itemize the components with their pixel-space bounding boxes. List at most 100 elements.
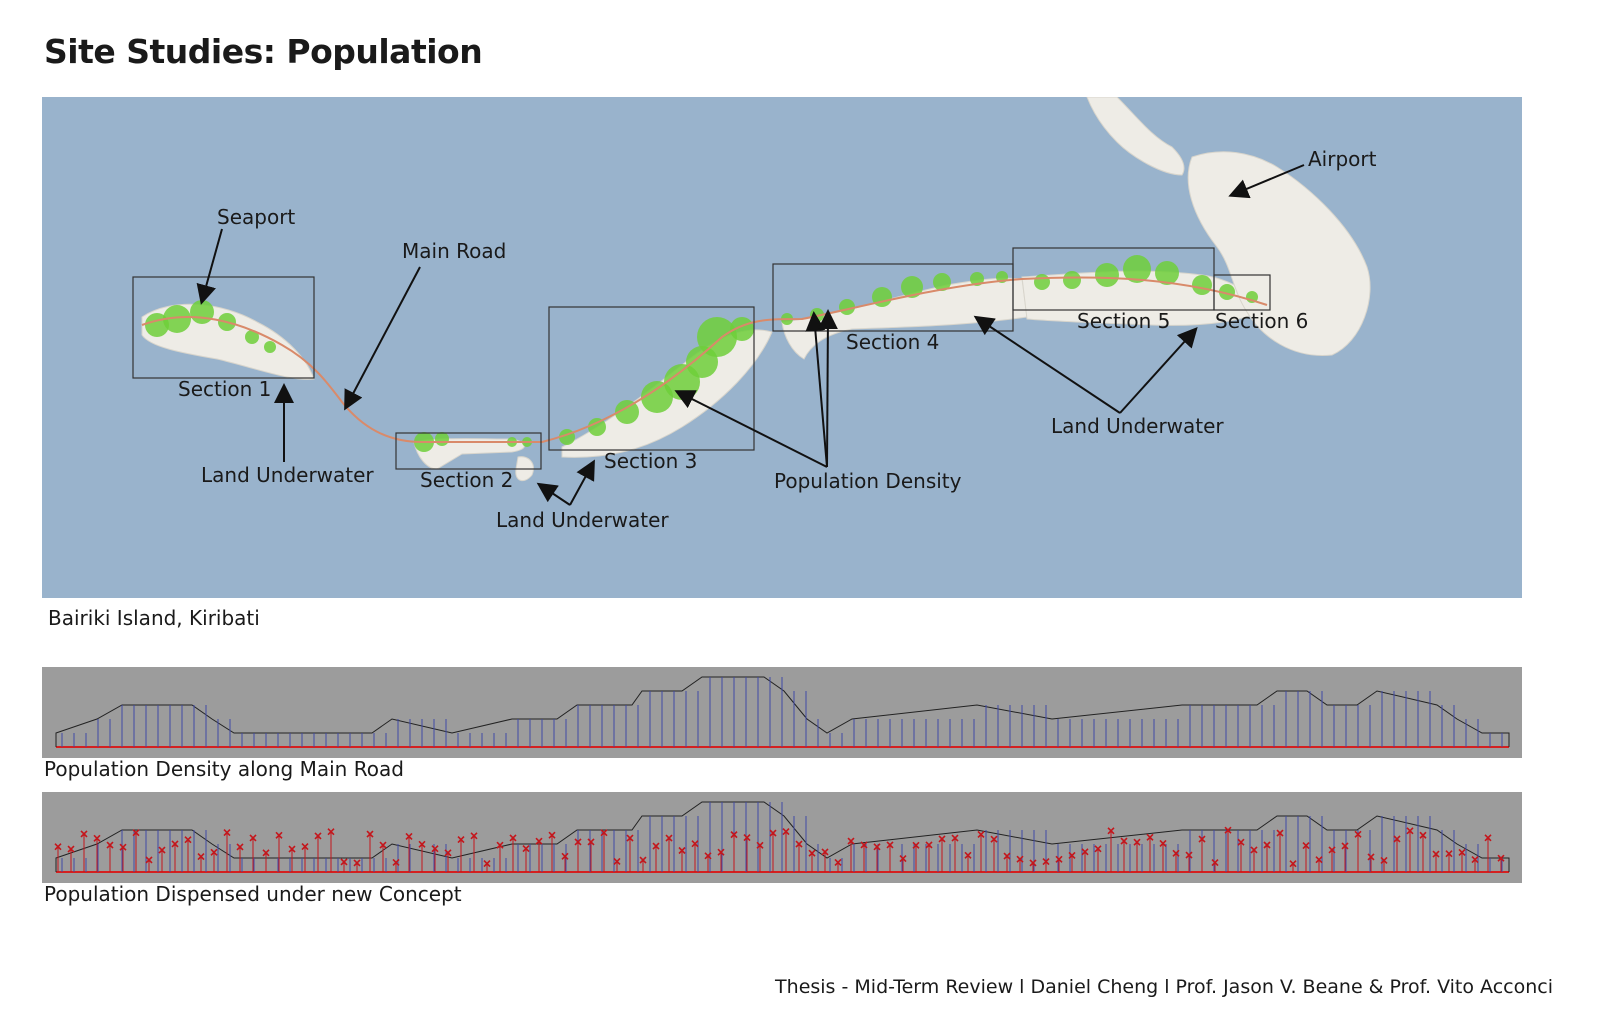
land-airport (1187, 151, 1371, 356)
dispensed-marker (509, 834, 517, 842)
dispensed-marker (886, 841, 894, 849)
dispensed-marker (977, 830, 985, 839)
dispensed-marker (1107, 827, 1115, 835)
dispensed-marker (288, 845, 296, 853)
dispensed-marker (392, 858, 400, 867)
dispensed-marker (795, 840, 803, 848)
dispensed-marker (1055, 855, 1063, 863)
dispensed-marker (1146, 833, 1154, 841)
dispensed-marker (379, 841, 387, 849)
main-road-line (141, 276, 1268, 443)
label-airport: Airport (1308, 147, 1377, 171)
dispensed-marker (1380, 856, 1388, 865)
dispensed-marker (522, 845, 530, 853)
site-map: Seaport Main Road Airport Section 1 Sect… (42, 97, 1522, 598)
footer-credits: Thesis - Mid-Term Review l Daniel Cheng … (775, 976, 1553, 998)
dispensed-marker (782, 828, 790, 836)
dispensed-marker (171, 840, 179, 848)
dispensed-marker (717, 848, 725, 856)
label-population-density: Population Density (774, 469, 962, 493)
dispensed-marker (275, 831, 283, 839)
dispensed-marker (860, 841, 868, 849)
dispensed-marker (535, 837, 543, 845)
dispensed-marker (1497, 854, 1505, 862)
section-6-box (1213, 274, 1271, 311)
dispensed-marker (262, 849, 270, 857)
dispensed-marker (925, 841, 933, 849)
label-section-1: Section 1 (178, 377, 272, 401)
dispensed-marker (236, 843, 244, 851)
dispensed-marker (652, 842, 660, 850)
label-seaport: Seaport (217, 205, 296, 229)
dispensed-marker (1094, 845, 1102, 853)
dispensed-marker (1250, 846, 1258, 854)
dispensed-marker (873, 843, 881, 851)
dispensed-marker (678, 846, 686, 855)
dispensed-marker (301, 843, 309, 851)
dispensed-marker (613, 857, 621, 866)
dispensed-strip-caption: Population Dispensed under new Concept (44, 882, 462, 906)
dispensed-marker (1198, 835, 1206, 843)
page-title: Site Studies: Population (44, 32, 483, 71)
dispensed-marker (158, 846, 166, 854)
dispensed-marker (1029, 859, 1037, 867)
dispensed-marker (1302, 841, 1310, 850)
dispensed-marker (1263, 841, 1271, 849)
dispensed-marker (1445, 850, 1453, 858)
dispensed-marker (990, 835, 998, 843)
section-3-box (548, 306, 755, 451)
dispensed-marker (184, 836, 192, 844)
dispensed-marker (1237, 838, 1245, 846)
density-strip-caption: Population Density along Main Road (44, 757, 404, 781)
dispensed-marker (847, 837, 855, 845)
dispensed-marker (54, 843, 62, 851)
dispensed-marker (1419, 831, 1427, 839)
dispensed-marker (145, 856, 153, 864)
label-land-underwater-3: Land Underwater (1051, 414, 1224, 438)
dispensed-marker (1068, 851, 1076, 859)
dispensed-marker (756, 841, 764, 849)
dispensed-marker (1133, 838, 1141, 846)
dispensed-marker (1159, 839, 1167, 847)
dispensed-marker (1289, 860, 1297, 868)
dispensed-marker (1315, 856, 1323, 864)
dispensed-marker (249, 834, 257, 842)
dispensed-marker (704, 852, 712, 860)
dispensed-marker (1120, 837, 1128, 845)
dispensed-marker (1211, 858, 1219, 867)
dispensed-marker (1354, 830, 1362, 838)
dispensed-marker (600, 829, 608, 837)
dispensed-marker (444, 849, 452, 857)
dispensed-marker (1016, 855, 1024, 863)
dispensed-marker (769, 829, 777, 837)
dispensed-marker (964, 851, 972, 859)
dispensed-marker (457, 835, 465, 844)
dispensed-marker (418, 840, 426, 848)
dispensed-marker (1393, 835, 1401, 843)
label-section-5: Section 5 (1077, 309, 1171, 333)
label-section-4: Section 4 (846, 330, 940, 354)
dispensed-marker (808, 849, 816, 857)
dispensed-marker (340, 858, 348, 866)
dispensed-marker (106, 841, 114, 849)
dispensed-marker (80, 830, 88, 838)
dispensed-marker (938, 835, 946, 843)
dispensed-marker (1185, 851, 1193, 859)
dispensed-marker (626, 834, 634, 842)
section-boxes (132, 247, 1271, 470)
label-land-underwater-1: Land Underwater (201, 463, 374, 487)
dispensed-marker (1458, 848, 1466, 857)
dispensed-marker (1367, 853, 1375, 861)
dispensed-marker (834, 858, 842, 867)
dispensed-marker (821, 848, 829, 856)
dispensed-marker (1484, 834, 1492, 842)
dispensed-marker (1081, 848, 1089, 856)
label-section-3: Section 3 (604, 449, 698, 473)
dispensed-marker (730, 831, 738, 839)
dispensed-marker (1042, 857, 1050, 866)
label-section-6: Section 6 (1215, 309, 1309, 333)
section-1-box (132, 276, 315, 379)
dispensed-marker (327, 828, 335, 836)
dispensed-marker (1224, 826, 1232, 834)
section-2-box (395, 432, 542, 470)
